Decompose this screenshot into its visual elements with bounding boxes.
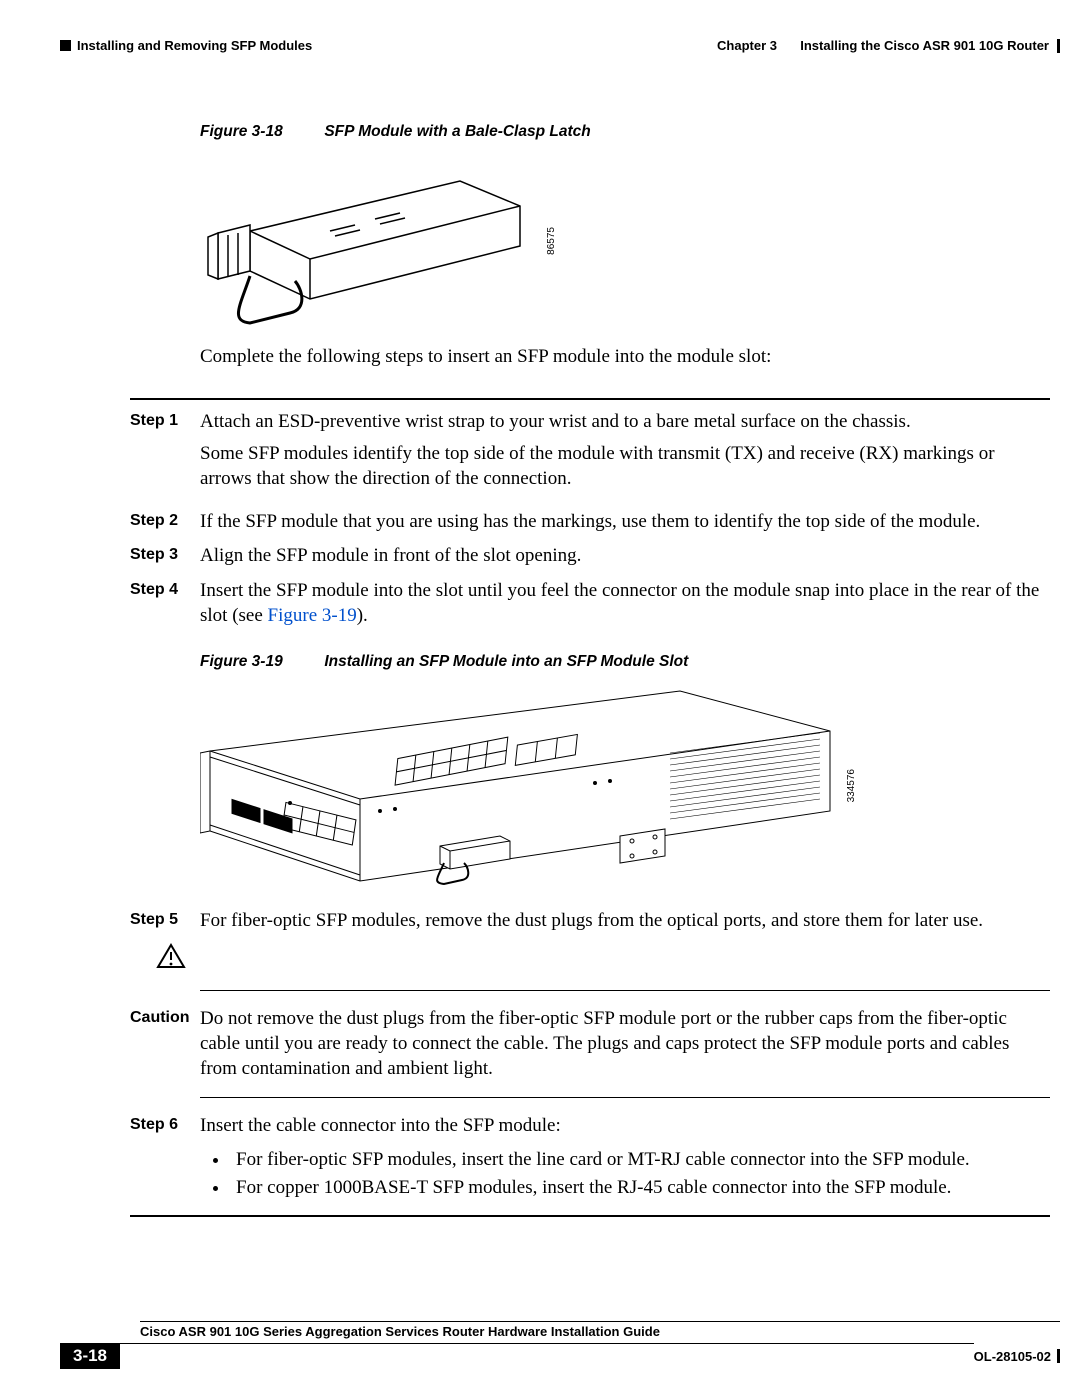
chapter-label: Chapter 3: [717, 38, 777, 53]
figure-19-caption: Figure 3-19 Installing an SFP Module int…: [200, 653, 1060, 671]
figure-18-title: SFP Module with a Bale-Clasp Latch: [324, 123, 590, 140]
step-label: Step 3: [60, 544, 200, 569]
guide-title: Cisco ASR 901 10G Series Aggregation Ser…: [140, 1324, 660, 1339]
page-footer: Cisco ASR 901 10G Series Aggregation Ser…: [60, 1321, 1060, 1369]
caution-top-rule: [200, 990, 1050, 991]
step-1: Step 1 Attach an ESD-preventive wrist st…: [60, 410, 1060, 500]
figure-18-caption: Figure 3-18 SFP Module with a Bale-Clasp…: [200, 123, 1060, 141]
step-label: Step 1: [60, 410, 200, 500]
end-rule: [130, 1215, 1050, 1217]
figure-3-19-link[interactable]: Figure 3-19: [268, 605, 357, 626]
figure-18-refnum: 86575: [546, 227, 557, 255]
separator: [130, 398, 1050, 400]
list-item: For fiber-optic SFP modules, insert the …: [230, 1149, 1060, 1171]
footer-marker: [1057, 1349, 1060, 1363]
caution-block: Caution Do not remove the dust plugs fro…: [60, 1007, 1060, 1081]
step-text: Insert the SFP module into the slot unti…: [200, 579, 1060, 628]
caution-label: Caution: [60, 1007, 200, 1081]
intro-text: Complete the following steps to insert a…: [200, 345, 1060, 370]
page-header: Installing and Removing SFP Modules Chap…: [60, 38, 1060, 53]
section-title: Installing and Removing SFP Modules: [77, 38, 312, 53]
step-text: If the SFP module that you are using has…: [200, 510, 1060, 535]
page-number: 3-18: [60, 1343, 120, 1369]
step-text: Attach an ESD-preventive wrist strap to …: [200, 410, 1060, 500]
step-3: Step 3 Align the SFP module in front of …: [60, 544, 1060, 569]
caution-icon: [156, 943, 186, 969]
header-left-marker: [60, 40, 71, 51]
doc-id: OL-28105-02: [974, 1349, 1051, 1364]
figure-18: 86575: [200, 151, 1060, 331]
figure-19-refnum: 334576: [846, 769, 857, 802]
step-label: Step 2: [60, 510, 200, 535]
step-4: Step 4 Insert the SFP module into the sl…: [60, 579, 1060, 628]
sfp-module-illustration: [200, 151, 540, 331]
list-item: For copper 1000BASE-T SFP modules, inser…: [230, 1177, 1060, 1199]
caution-text: Do not remove the dust plugs from the fi…: [200, 1007, 1060, 1081]
step-6-bullets: For fiber-optic SFP modules, insert the …: [230, 1149, 1060, 1199]
step-label: Step 6: [60, 1114, 200, 1139]
figure-18-num: Figure 3-18: [200, 123, 320, 141]
step-text: Align the SFP module in front of the slo…: [200, 544, 1060, 569]
chapter-title: Installing the Cisco ASR 901 10G Router: [800, 38, 1049, 53]
router-illustration: [200, 681, 840, 891]
caution-bottom-rule: [200, 1097, 1050, 1098]
caution-icon-row: [60, 943, 1060, 974]
step-text: Insert the cable connector into the SFP …: [200, 1114, 1060, 1139]
header-right-marker: [1057, 39, 1060, 53]
step-label: Step 5: [60, 909, 200, 934]
step-5: Step 5 For fiber-optic SFP modules, remo…: [60, 909, 1060, 934]
figure-19-title: Installing an SFP Module into an SFP Mod…: [324, 653, 688, 670]
step-label: Step 4: [60, 579, 200, 628]
step-2: Step 2 If the SFP module that you are us…: [60, 510, 1060, 535]
step-text: For fiber-optic SFP modules, remove the …: [200, 909, 1060, 934]
figure-19: 334576: [200, 681, 1060, 891]
figure-19-num: Figure 3-19: [200, 653, 320, 671]
step-6: Step 6 Insert the cable connector into t…: [60, 1114, 1060, 1139]
